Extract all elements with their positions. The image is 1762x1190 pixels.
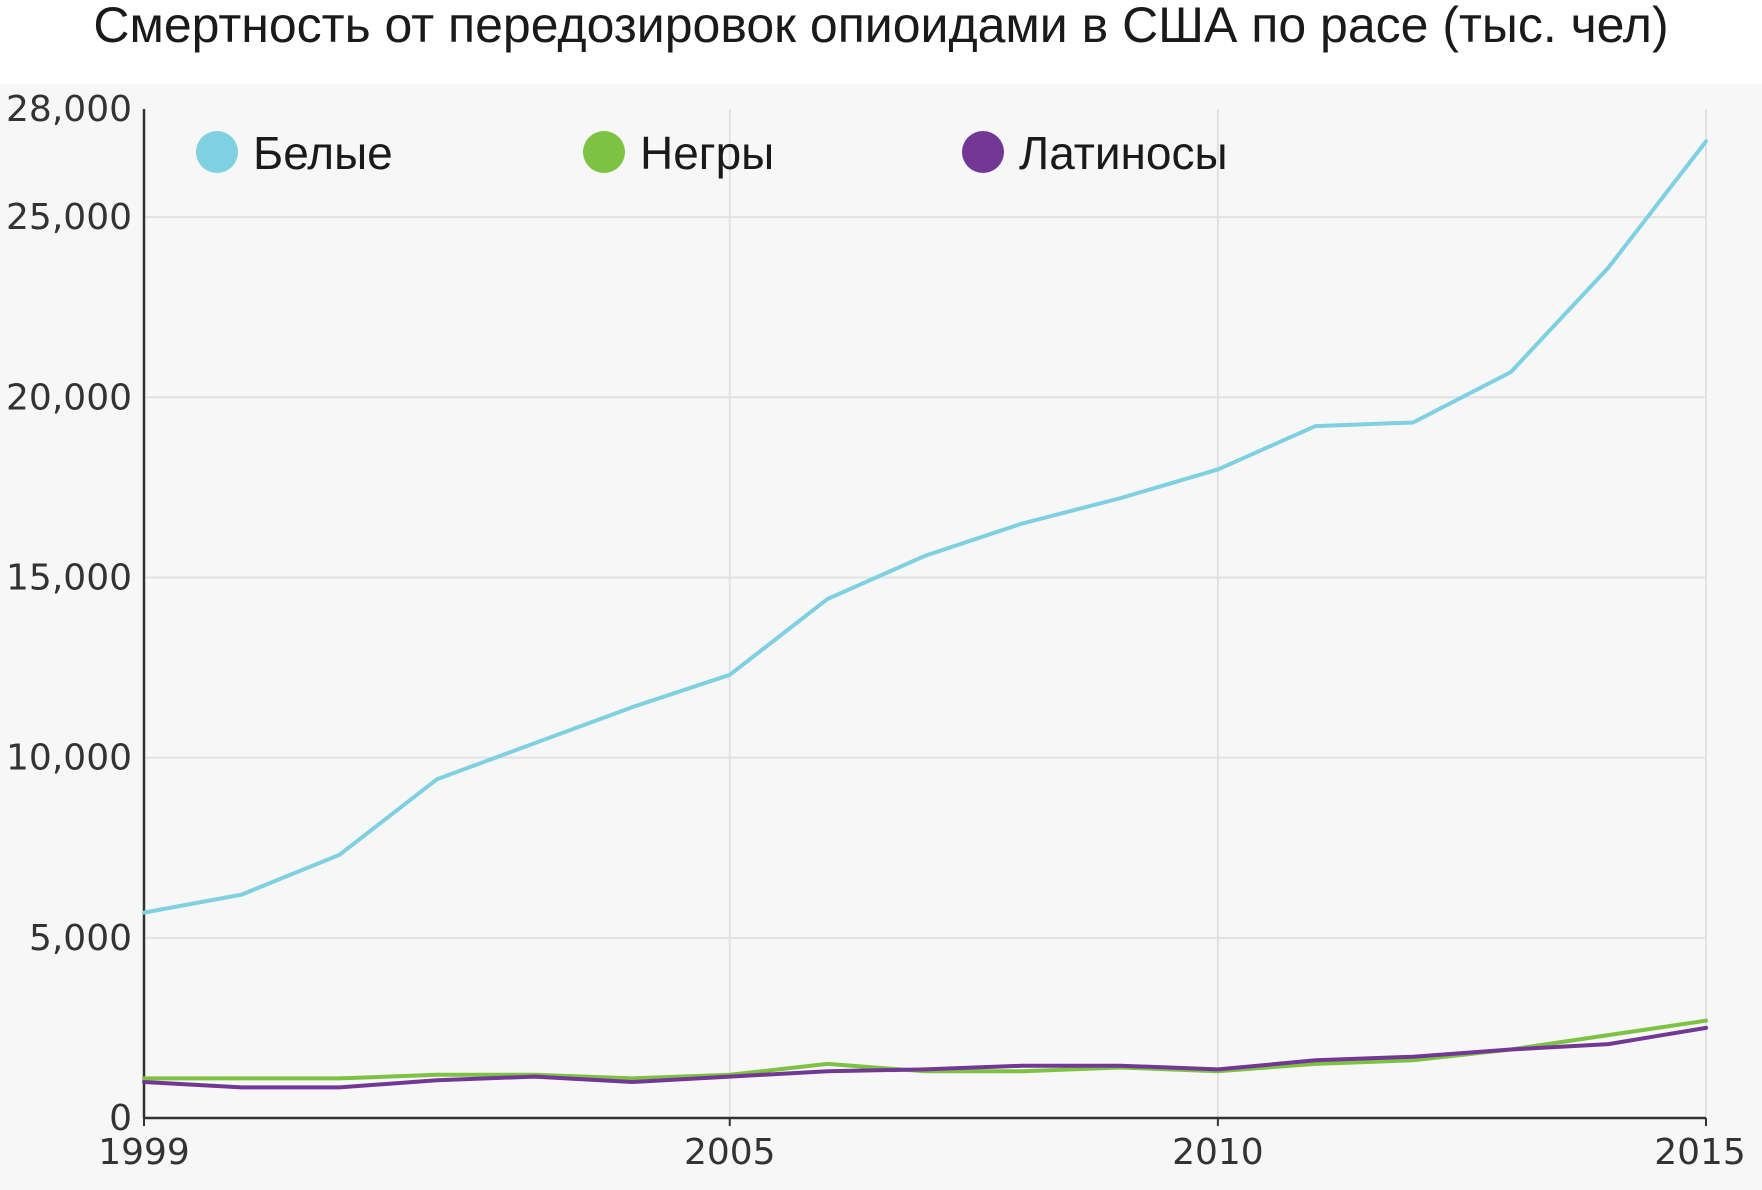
y-tick-label-20000: 20,000 bbox=[6, 377, 132, 418]
legend-marker-hispanic bbox=[962, 131, 1004, 173]
series-line-hispanic bbox=[142, 1025, 1708, 1090]
legend-marker-white bbox=[196, 131, 238, 173]
y-tick-label-5000: 5,000 bbox=[29, 918, 132, 959]
legend-marker-black bbox=[583, 131, 625, 173]
legend: Белые Негры Латиносы bbox=[196, 127, 1228, 179]
legend-label-white: Белые bbox=[253, 127, 393, 179]
chart-panel: 0 5,000 10,000 15,000 20,000 25,000 28,000 1999… bbox=[0, 84, 1762, 1190]
y-tick-label-28000: 28,000 bbox=[6, 89, 132, 130]
axes bbox=[142, 109, 1707, 1126]
y-tick-label-0: 0 bbox=[109, 1098, 132, 1139]
tick-labels: 0 5,000 10,000 15,000 20,000 25,000 28,000 1999… bbox=[6, 89, 1746, 1173]
series-lines bbox=[142, 139, 1708, 1090]
legend-label-hispanic: Латиносы bbox=[1019, 127, 1228, 179]
y-tick-label-15000: 15,000 bbox=[6, 557, 132, 598]
y-tick-label-25000: 25,000 bbox=[6, 197, 132, 238]
series-line-white bbox=[142, 139, 1708, 915]
grid-lines bbox=[144, 109, 1707, 1118]
x-tick-label-2010: 2010 bbox=[1172, 1132, 1264, 1173]
x-tick-label-1999: 1999 bbox=[98, 1132, 190, 1173]
x-tick-label-2005: 2005 bbox=[684, 1132, 776, 1173]
x-tick-label-2015: 2015 bbox=[1654, 1132, 1746, 1173]
chart-title: Смертность от передозировок опиоидами в … bbox=[93, 0, 1669, 53]
legend-label-black: Негры bbox=[640, 127, 774, 179]
y-tick-label-10000: 10,000 bbox=[6, 738, 132, 779]
line-chart: 0 5,000 10,000 15,000 20,000 25,000 28,000 1999… bbox=[6, 89, 1746, 1173]
